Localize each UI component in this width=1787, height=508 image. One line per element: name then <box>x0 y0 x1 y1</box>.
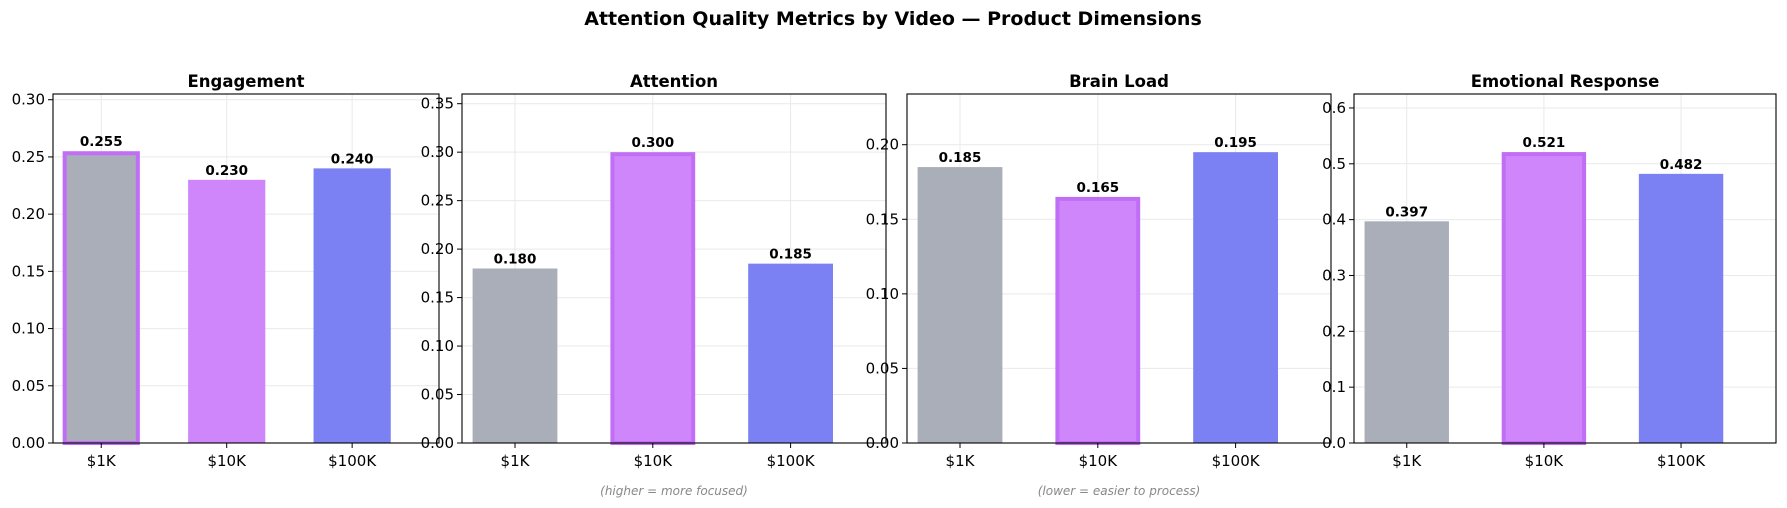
chart-panel-1: 0.255 0.230 0.240 0.00 0.05 0.10 0.15 0.20 0.25 0… <box>12 72 440 470</box>
y-tick-label: 0.3 <box>1322 266 1346 284</box>
axes-frame <box>461 93 887 444</box>
y-tick-label: 0.05 <box>12 377 45 395</box>
y-tick-label: 0.5 <box>1322 155 1346 173</box>
figure-title: Attention Quality Metrics by Video — Pro… <box>584 8 1202 30</box>
panel-title: Emotional Response <box>1471 72 1660 91</box>
panel-title: Attention <box>630 72 718 91</box>
y-tick-label: 0.15 <box>866 210 899 228</box>
value-label: 0.165 <box>1076 180 1119 196</box>
value-label: 0.300 <box>631 135 674 151</box>
bar-1k <box>472 268 558 443</box>
y-tick-label: 0.10 <box>12 320 45 338</box>
value-label: 0.255 <box>80 134 123 150</box>
y-tick-label: 0.2 <box>1322 322 1346 340</box>
value-label: 0.185 <box>769 247 812 263</box>
panel-title: Brain Load <box>1069 72 1169 91</box>
y-tick-label: 0.30 <box>421 143 454 161</box>
value-label: 0.397 <box>1385 204 1428 220</box>
bar-100k <box>1638 173 1724 443</box>
bar-10k-highlighted <box>1501 152 1587 445</box>
bar-100k <box>313 168 391 443</box>
y-tick-label: 0.20 <box>421 240 454 258</box>
bar-1k-highlighted <box>62 151 140 446</box>
panel-title: Engagement <box>188 72 305 91</box>
axes-frame <box>1353 93 1777 444</box>
bar-100k <box>748 263 833 443</box>
x-tick-label: $100K <box>328 452 377 470</box>
chart-panel-4: 0.397 0.521 0.482 0.0 0.1 0.2 0.3 0.4 0.5 0.6 $1K $… <box>1322 72 1777 470</box>
y-tick-label: 0.05 <box>421 386 454 404</box>
y-tick-label: 0.35 <box>421 95 454 113</box>
x-tick-label: $10K <box>1079 452 1119 470</box>
bar-10k-highlighted <box>610 152 696 446</box>
y-tick-label: 0.20 <box>866 136 899 154</box>
x-tick-label: $100K <box>1212 452 1261 470</box>
y-tick-label: 0.30 <box>12 91 45 109</box>
x-tick-label: $10K <box>1525 452 1565 470</box>
panel-note: (lower = easier to process) <box>1038 484 1201 498</box>
y-tick-label: 0.05 <box>866 359 899 377</box>
x-tick-label: $10K <box>634 452 674 470</box>
y-tick-label: 0.25 <box>12 148 45 166</box>
y-tick-label: 0.00 <box>866 434 899 452</box>
axes-frame <box>906 93 1332 444</box>
x-tick-label: $1K <box>946 452 976 470</box>
bar-1k <box>917 167 1003 444</box>
x-tick-label: $1K <box>87 452 117 470</box>
chart-panel-2: 0.180 0.300 0.185 0.00 0.05 0.10 0.15 0.20 0.25 0… <box>421 72 887 498</box>
value-label: 0.482 <box>1660 157 1703 173</box>
chart-panel-3: 0.185 0.165 0.195 0.00 0.05 0.10 0.15 0.20 $1K $1… <box>866 72 1332 498</box>
value-label: 0.180 <box>494 252 537 268</box>
y-tick-label: 0.15 <box>12 262 45 280</box>
x-tick-label: $1K <box>501 452 531 470</box>
y-tick-label: 0.00 <box>12 434 45 452</box>
y-tick-label: 0.1 <box>1322 378 1346 396</box>
panel-note: (higher = more focused) <box>600 484 748 498</box>
y-tick-label: 0.10 <box>866 285 899 303</box>
y-tick-label: 0.20 <box>12 205 45 223</box>
x-tick-label: $100K <box>1657 452 1706 470</box>
y-tick-label: 0.6 <box>1322 99 1346 117</box>
y-tick-label: 0.4 <box>1322 211 1346 229</box>
x-tick-label: $1K <box>1392 452 1422 470</box>
y-tick-label: 0.25 <box>421 192 454 210</box>
value-label: 0.195 <box>1214 135 1257 151</box>
y-tick-label: 0.10 <box>421 337 454 355</box>
y-tick-label: 0.0 <box>1322 434 1346 452</box>
bar-10k <box>188 179 266 443</box>
y-tick-label: 0.00 <box>421 434 454 452</box>
value-label: 0.521 <box>1523 135 1566 151</box>
value-label: 0.240 <box>331 151 374 167</box>
y-tick-label: 0.15 <box>421 289 454 307</box>
bar-100k <box>1193 152 1278 443</box>
x-tick-label: $10K <box>207 452 247 470</box>
axes-frame <box>52 93 440 444</box>
bar-1k <box>1364 221 1449 443</box>
value-label: 0.230 <box>205 163 248 179</box>
value-label: 0.185 <box>939 150 982 166</box>
bar-10k-highlighted <box>1055 196 1141 445</box>
x-tick-label: $100K <box>767 452 816 470</box>
